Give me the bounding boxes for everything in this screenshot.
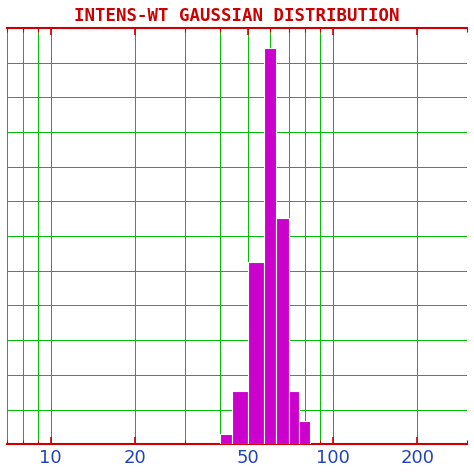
Bar: [248, 262, 264, 444]
Bar: [299, 421, 310, 444]
Bar: [264, 48, 276, 444]
Bar: [289, 391, 299, 444]
Bar: [276, 218, 289, 444]
Title: INTENS-WT GAUSSIAN DISTRIBUTION: INTENS-WT GAUSSIAN DISTRIBUTION: [74, 7, 400, 25]
Bar: [220, 434, 232, 444]
Bar: [232, 391, 248, 444]
